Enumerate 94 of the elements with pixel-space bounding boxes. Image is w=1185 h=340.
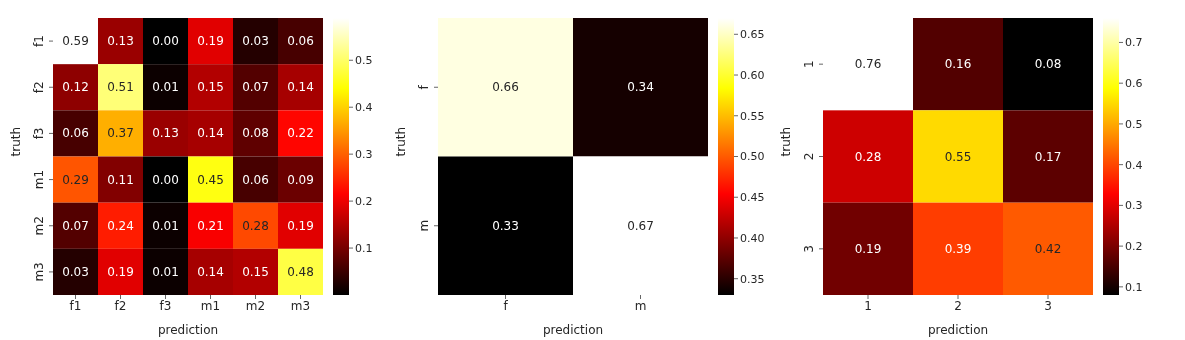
color-bar-label: 0.45 (740, 191, 765, 205)
color-bar-label: 0.4 (355, 101, 373, 115)
data-label: 0.14 (197, 264, 224, 279)
data-label: 0.01 (152, 80, 179, 95)
data-label: 0.14 (197, 126, 224, 141)
color-bar-label: 0.40 (740, 231, 765, 245)
color-bar-label: 0.5 (1125, 117, 1143, 131)
data-label: 0.29 (62, 172, 89, 187)
data-label: 0.01 (152, 218, 179, 233)
data-label: 0.17 (1034, 149, 1062, 164)
data-label: 0.06 (242, 172, 269, 187)
x-tick-label: f3 (159, 298, 172, 313)
data-label: 0.06 (287, 34, 314, 49)
data-label: 0.39 (944, 241, 972, 256)
x-tick-label: m1 (200, 298, 221, 313)
x-tick-label: 2 (954, 298, 962, 313)
data-label: 0.67 (627, 218, 654, 233)
y-tick-label: f2 (32, 81, 46, 94)
x-tick-label: f (503, 298, 509, 313)
color-bar-label: 0.4 (1125, 158, 1143, 172)
x-tick-label: 3 (1044, 298, 1052, 313)
x-axis-title: prediction (157, 323, 219, 337)
x-tick-label: m (634, 298, 647, 313)
data-label: 0.15 (197, 80, 224, 95)
color-bar-label: 0.1 (355, 241, 373, 255)
color-bar-label: 0.5 (355, 54, 373, 68)
data-label: 0.37 (107, 126, 134, 141)
color-bar-label: 0.2 (355, 195, 373, 209)
data-label: 0.24 (107, 218, 134, 233)
data-label: 0.06 (62, 126, 89, 141)
data-label: 0.07 (62, 218, 89, 233)
data-label: 0.13 (107, 34, 134, 49)
data-label: 0.09 (287, 172, 314, 187)
data-label: 0.19 (107, 264, 134, 279)
data-label: 0.59 (62, 34, 89, 49)
data-label: 0.76 (854, 57, 882, 72)
data-label: 0.15 (242, 264, 269, 279)
y-axis-title: truth (779, 126, 794, 157)
data-label: 0.42 (1034, 241, 1062, 256)
color-bar-label: 0.35 (740, 272, 765, 286)
data-label: 0.12 (62, 80, 89, 95)
y-tick-label: f3 (32, 127, 46, 140)
data-label: 0.13 (152, 126, 179, 141)
data-label: 0.19 (197, 34, 224, 49)
data-label: 0.01 (152, 264, 179, 279)
data-label: 0.19 (287, 218, 314, 233)
x-axis-title: prediction (927, 323, 989, 337)
y-tick-label: m1 (32, 169, 46, 190)
data-label: 0.45 (197, 172, 224, 187)
data-label: 0.21 (197, 218, 224, 233)
color-bar-label: 0.7 (1125, 36, 1143, 50)
data-label: 0.03 (242, 34, 269, 49)
data-label: 0.07 (242, 80, 269, 95)
data-label: 0.08 (242, 126, 269, 141)
y-tick-label: f1 (32, 35, 46, 48)
color-bar-label: 0.3 (1125, 199, 1143, 213)
data-label: 0.19 (854, 241, 882, 256)
y-axis-title: truth (394, 126, 409, 157)
y-tick-label: 2 (802, 152, 816, 161)
data-label: 0.33 (492, 218, 519, 233)
data-label: 0.28 (854, 149, 882, 164)
x-tick-label: m3 (290, 298, 311, 313)
data-label: 0.11 (107, 172, 134, 187)
x-axis-title: prediction (542, 323, 604, 337)
data-label: 0.34 (627, 80, 654, 95)
data-label: 0.22 (287, 126, 314, 141)
color-bar-label: 0.65 (740, 28, 765, 42)
color-bar-label: 0.60 (740, 68, 765, 82)
x-tick-label: f2 (114, 298, 127, 313)
data-label: 0.55 (944, 149, 972, 164)
x-tick-label: f1 (69, 298, 82, 313)
color-bar-label: 0.50 (740, 150, 765, 164)
color-bar-label: 0.6 (1125, 77, 1143, 91)
data-label: 0.51 (107, 80, 134, 95)
color-bar-label: 0.1 (1125, 280, 1143, 294)
data-label: 0.03 (62, 264, 89, 279)
data-label: 0.48 (287, 264, 314, 279)
y-tick-label: 1 (802, 60, 816, 68)
x-tick-label: m2 (245, 298, 266, 313)
color-bar-label: 0.55 (740, 109, 765, 123)
y-tick-label: m2 (32, 216, 46, 236)
data-label: 0.14 (287, 80, 314, 95)
y-tick-label: 3 (802, 245, 816, 253)
x-tick-label: 1 (864, 298, 872, 313)
data-label: 0.66 (492, 80, 519, 95)
color-bar-label: 0.2 (1125, 240, 1143, 254)
data-label: 0.00 (152, 34, 179, 49)
data-label: 0.28 (242, 218, 269, 233)
y-axis-title: truth (9, 126, 24, 157)
data-label: 0.00 (152, 172, 179, 187)
y-tick-label: m3 (32, 262, 46, 282)
data-label: 0.08 (1034, 57, 1062, 72)
color-bar-label: 0.3 (355, 148, 373, 162)
data-label: 0.16 (944, 57, 972, 72)
